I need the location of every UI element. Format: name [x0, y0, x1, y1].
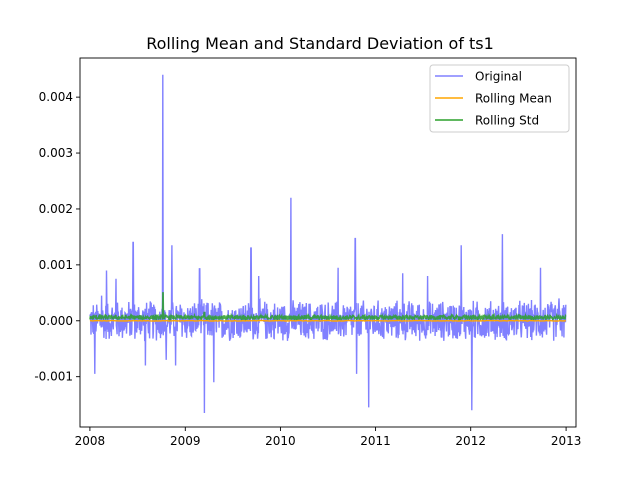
series-rolling-mean-line — [89, 319, 567, 322]
y-tick-label: 0.003 — [39, 146, 73, 160]
chart-title: Rolling Mean and Standard Deviation of t… — [146, 34, 494, 53]
legend-box — [429, 64, 570, 133]
legend-label: Rolling Mean — [475, 92, 552, 106]
x-tick-label: 2009 — [170, 434, 201, 448]
x-tick-label: 2011 — [360, 434, 391, 448]
series-original-line — [89, 74, 567, 414]
x-tick-label: 2013 — [551, 434, 582, 448]
x-tick-label: 2010 — [265, 434, 296, 448]
legend: Original Rolling Mean Rolling Std — [429, 64, 570, 133]
axes: -0.001 0.000 0.001 0.002 0.003 0.004 2008 2009 2… — [34, 57, 582, 448]
series-rolling-std-line — [89, 292, 567, 323]
legend-label: Original — [475, 70, 522, 84]
x-tick-label: 2008 — [75, 434, 106, 448]
plot-frame — [79, 57, 577, 428]
y-tick-label: 0.004 — [39, 90, 73, 104]
y-tick-label: 0.001 — [39, 258, 73, 272]
y-tick-label: -0.001 — [34, 370, 73, 384]
y-tick-label: 0.000 — [39, 314, 73, 328]
y-tick-label: 0.002 — [39, 202, 73, 216]
x-tick-label: 2012 — [455, 434, 486, 448]
legend-label: Rolling Std — [475, 114, 539, 128]
plot-area — [89, 74, 567, 414]
